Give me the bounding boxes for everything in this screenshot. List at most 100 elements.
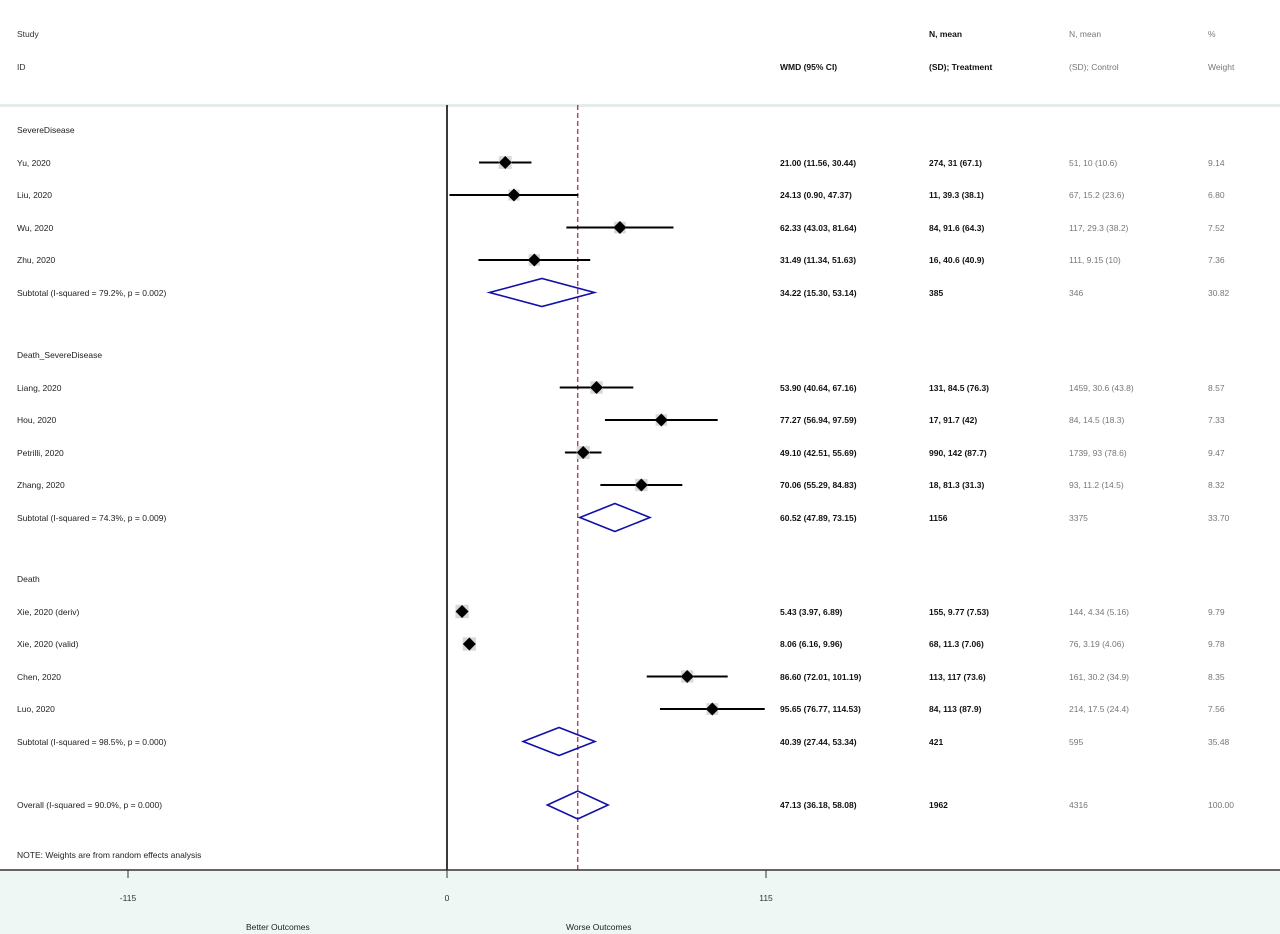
point-estimate (462, 637, 476, 651)
treatment-stats: 421 (929, 736, 944, 747)
header-treatment-line1: N, mean (929, 29, 963, 39)
axis-label-better: Better Outcomes (246, 922, 310, 932)
treatment-stats: 18, 81.3 (31.3) (929, 480, 985, 490)
control-stats: 595 (1069, 736, 1084, 747)
point-estimate (634, 478, 648, 492)
header-weight-line2: Weight (1208, 62, 1235, 72)
study-label: Xie, 2020 (deriv) (17, 606, 80, 617)
wmd-ci: 53.90 (40.64, 67.16) (780, 382, 857, 393)
control-stats: 144, 4.34 (5.16) (1069, 606, 1130, 617)
subtotal-label: Subtotal (I-squared = 79.2%, p = 0.002) (17, 287, 167, 298)
point-estimate (705, 702, 719, 716)
weight-value: 9.78 (1208, 639, 1225, 649)
weight-value: 100.00 (1208, 800, 1234, 810)
overall-label: Overall (I-squared = 90.0%, p = 0.000) (17, 800, 163, 810)
treatment-stats: 385 (929, 287, 944, 298)
weights-note: NOTE: Weights are from random effects an… (17, 850, 202, 860)
subtotal-diamond (520, 726, 598, 757)
point-estimate (590, 381, 604, 394)
x-tick-label: 115 (759, 893, 773, 903)
wmd-ci: 77.27 (56.94, 97.59) (780, 415, 857, 425)
weight-value: 9.79 (1208, 606, 1225, 617)
group-label: SevereDisease (17, 125, 75, 135)
weight-value: 35.48 (1208, 736, 1230, 747)
header-wmd: WMD (95% CI) (780, 62, 838, 72)
wmd-ci: 8.06 (6.16, 9.96) (780, 639, 843, 649)
wmd-ci: 34.22 (15.30, 53.14) (780, 287, 857, 298)
header-rule (0, 104, 1280, 107)
weight-value: 8.35 (1208, 671, 1225, 682)
study-label: Zhu, 2020 (17, 255, 56, 265)
treatment-stats: 16, 40.6 (40.9) (929, 255, 985, 265)
wmd-ci: 21.00 (11.56, 30.44) (780, 157, 857, 168)
control-stats: 1459, 30.6 (43.8) (1069, 382, 1134, 393)
wmd-ci: 60.52 (47.89, 73.15) (780, 512, 857, 523)
treatment-stats: 84, 91.6 (64.3) (929, 222, 985, 233)
header-study: Study (17, 29, 39, 39)
point-estimate (498, 156, 512, 169)
control-stats: 76, 3.19 (4.06) (1069, 639, 1125, 649)
treatment-stats: 1962 (929, 800, 948, 810)
treatment-stats: 113, 117 (73.6) (929, 671, 986, 682)
point-estimate (680, 670, 694, 683)
study-label: Luo, 2020 (17, 704, 55, 714)
control-stats: 161, 30.2 (34.9) (1069, 671, 1130, 682)
control-stats: 214, 17.5 (24.4) (1069, 704, 1130, 714)
treatment-stats: 131, 84.5 (76.3) (929, 382, 990, 393)
treatment-stats: 1156 (929, 512, 948, 523)
weight-value: 7.56 (1208, 704, 1225, 714)
point-estimate (576, 446, 590, 459)
wmd-ci: 95.65 (76.77, 114.53) (780, 704, 861, 714)
subtotal-diamond (577, 502, 653, 533)
x-tick-label: -115 (120, 893, 137, 903)
study-label: Yu, 2020 (17, 157, 51, 168)
weight-value: 33.70 (1208, 512, 1230, 523)
wmd-ci: 47.13 (36.18, 58.08) (780, 800, 857, 810)
weight-value: 7.36 (1208, 255, 1225, 265)
control-stats: 67, 15.2 (23.6) (1069, 190, 1125, 200)
wmd-ci: 49.10 (42.51, 55.69) (780, 447, 857, 458)
weight-value: 7.33 (1208, 415, 1225, 425)
point-estimate (527, 253, 541, 267)
group-label: Death_SevereDisease (17, 350, 103, 360)
header-id: ID (17, 62, 26, 72)
control-stats: 3375 (1069, 512, 1088, 523)
study-label: Liang, 2020 (17, 382, 62, 393)
control-stats: 84, 14.5 (18.3) (1069, 415, 1125, 425)
study-label: Wu, 2020 (17, 222, 54, 233)
treatment-stats: 274, 31 (67.1) (929, 157, 982, 168)
treatment-stats: 68, 11.3 (7.06) (929, 639, 984, 649)
subtotal-label: Subtotal (I-squared = 74.3%, p = 0.009) (17, 512, 167, 523)
control-stats: 111, 9.15 (10) (1069, 255, 1121, 265)
subtotal-diamond (486, 277, 598, 308)
header-control-line2: (SD); Control (1069, 62, 1119, 72)
point-estimate (455, 605, 469, 618)
control-stats: 51, 10 (10.6) (1069, 157, 1118, 168)
control-stats: 4316 (1069, 800, 1088, 810)
wmd-ci: 24.13 (0.90, 47.37) (780, 190, 852, 200)
study-label: Hou, 2020 (17, 415, 57, 425)
treatment-stats: 11, 39.3 (38.1) (929, 190, 984, 200)
axis-band (0, 870, 1280, 934)
study-label: Xie, 2020 (valid) (17, 639, 79, 649)
treatment-stats: 155, 9.77 (7.53) (929, 606, 990, 617)
x-tick-label: 0 (445, 893, 450, 903)
weight-value: 7.52 (1208, 222, 1225, 233)
treatment-stats: 84, 113 (87.9) (929, 704, 982, 714)
study-label: Petrilli, 2020 (17, 447, 64, 458)
wmd-ci: 5.43 (3.97, 6.89) (780, 606, 843, 617)
header-treatment-line2: (SD); Treatment (929, 62, 993, 72)
overall-diamond (545, 790, 611, 820)
weight-value: 9.14 (1208, 157, 1225, 168)
header-weight-line1: % (1208, 29, 1216, 39)
wmd-ci: 40.39 (27.44, 53.34) (780, 736, 857, 747)
treatment-stats: 17, 91.7 (42) (929, 415, 978, 425)
axis-label-worse: Worse Outcomes (566, 922, 632, 932)
weight-value: 30.82 (1208, 287, 1230, 298)
study-label: Liu, 2020 (17, 190, 52, 200)
group-label: Death (17, 574, 40, 584)
weight-value: 8.57 (1208, 382, 1225, 393)
point-estimate (613, 221, 627, 234)
control-stats: 1739, 93 (78.6) (1069, 447, 1127, 458)
